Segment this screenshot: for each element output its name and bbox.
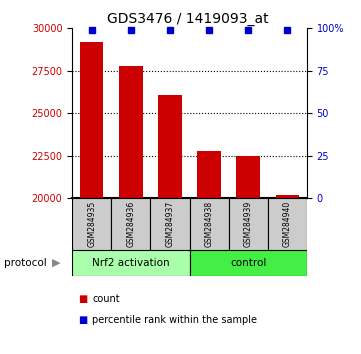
Text: protocol: protocol (4, 258, 46, 268)
Text: Nrf2 activation: Nrf2 activation (92, 258, 170, 268)
Bar (236, 156, 260, 198)
Bar (72, 250, 190, 276)
Bar (72, 198, 111, 250)
Bar (197, 151, 221, 198)
Bar (275, 195, 299, 198)
Bar (80, 42, 104, 198)
Text: GSM284940: GSM284940 (283, 201, 292, 247)
Text: GSM284938: GSM284938 (205, 201, 214, 247)
Text: GSM284935: GSM284935 (87, 201, 96, 247)
Bar (119, 66, 143, 198)
Text: GDS3476 / 1419093_at: GDS3476 / 1419093_at (107, 12, 269, 27)
Bar (190, 250, 307, 276)
Bar (158, 95, 182, 198)
Text: count: count (92, 294, 120, 304)
Bar (229, 198, 268, 250)
Text: ▶: ▶ (52, 258, 60, 268)
Text: GSM284936: GSM284936 (126, 201, 135, 247)
Text: percentile rank within the sample: percentile rank within the sample (92, 315, 257, 325)
Text: GSM284937: GSM284937 (165, 201, 174, 247)
Bar (111, 198, 151, 250)
Text: GSM284939: GSM284939 (244, 201, 253, 247)
Bar (151, 198, 190, 250)
Text: ■: ■ (78, 315, 88, 325)
Text: control: control (230, 258, 266, 268)
Text: ■: ■ (78, 294, 88, 304)
Bar (190, 198, 229, 250)
Bar (268, 198, 307, 250)
